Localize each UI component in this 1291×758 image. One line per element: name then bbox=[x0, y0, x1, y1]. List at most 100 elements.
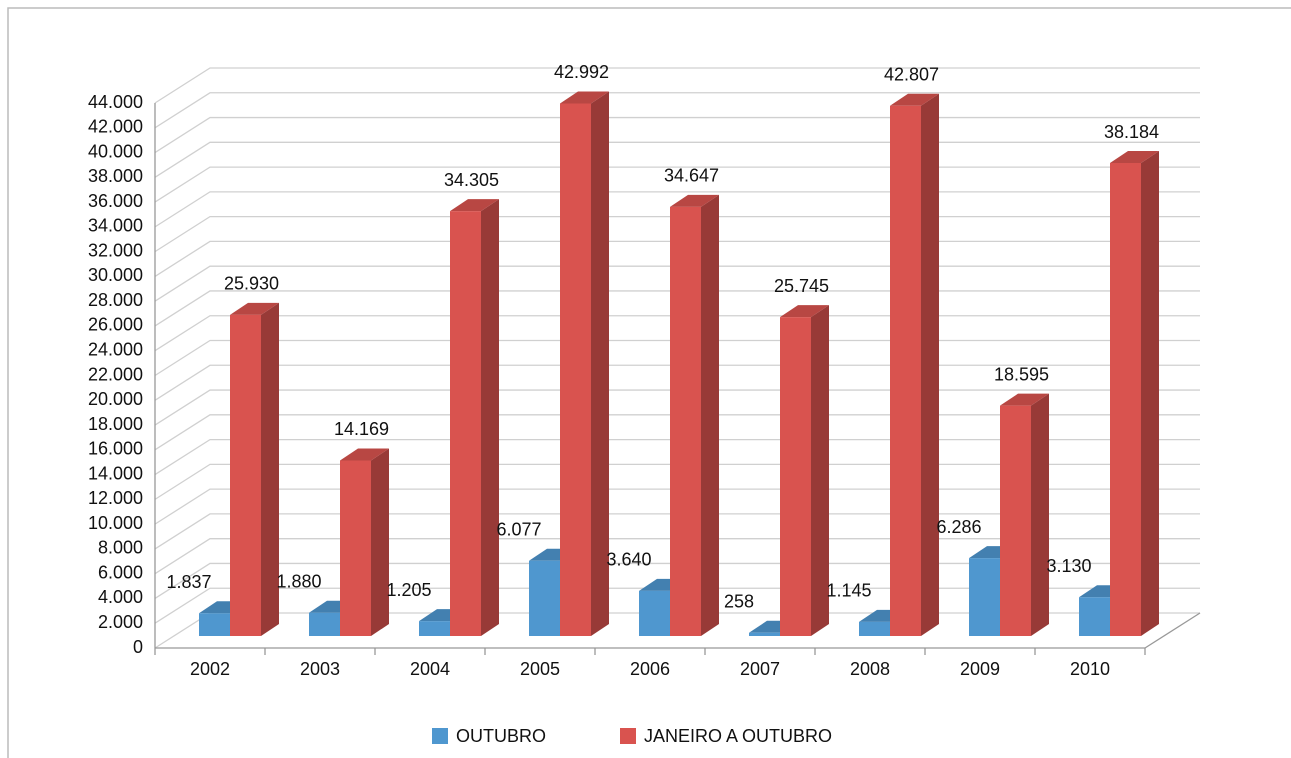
bar bbox=[560, 91, 609, 636]
x-tick-label: 2007 bbox=[740, 659, 780, 679]
value-label: 14.169 bbox=[334, 419, 389, 439]
legend-swatch bbox=[432, 728, 448, 744]
value-label: 3.640 bbox=[606, 550, 651, 570]
value-label: 1.880 bbox=[276, 571, 321, 591]
value-label: 3.130 bbox=[1046, 556, 1091, 576]
y-tick-label: 42.000 bbox=[88, 117, 143, 137]
value-label: 6.077 bbox=[496, 519, 541, 539]
bar-front bbox=[450, 211, 481, 636]
x-tick-label: 2003 bbox=[300, 659, 340, 679]
bar-front bbox=[639, 590, 670, 636]
y-tick-label: 26.000 bbox=[88, 315, 143, 335]
value-label: 34.647 bbox=[664, 166, 719, 186]
grid-line bbox=[154, 166, 1200, 203]
value-label: 6.286 bbox=[936, 517, 981, 537]
y-tick-label: 36.000 bbox=[88, 191, 143, 211]
grid-line bbox=[154, 116, 1200, 154]
y-tick-label: 24.000 bbox=[88, 339, 143, 359]
y-tick-label: 12.000 bbox=[88, 488, 143, 508]
y-tick-label: 20.000 bbox=[88, 389, 143, 409]
y-tick-label: 10.000 bbox=[88, 513, 143, 533]
value-label: 1.837 bbox=[166, 572, 211, 592]
grid-line bbox=[154, 488, 1200, 525]
value-label: 1.145 bbox=[826, 581, 871, 601]
bar bbox=[780, 305, 829, 636]
bar-side bbox=[701, 194, 719, 636]
value-label: 42.992 bbox=[554, 62, 609, 82]
y-tick-label: 8.000 bbox=[98, 538, 143, 558]
bar-front bbox=[780, 317, 811, 636]
x-tick-label: 2010 bbox=[1070, 659, 1110, 679]
value-label: 25.745 bbox=[774, 276, 829, 296]
grid-line bbox=[154, 315, 1200, 352]
x-tick-label: 2006 bbox=[630, 659, 670, 679]
grid-line bbox=[154, 414, 1200, 451]
value-label: 18.595 bbox=[994, 364, 1049, 384]
value-label: 34.305 bbox=[444, 170, 499, 190]
bar-front bbox=[969, 558, 1000, 636]
y-tick-label: 22.000 bbox=[88, 364, 143, 384]
bar-front bbox=[1110, 163, 1141, 636]
y-tick-label: 2.000 bbox=[98, 612, 143, 632]
bar-side bbox=[1141, 151, 1159, 636]
bar-side bbox=[261, 302, 279, 636]
frame bbox=[7, 7, 1291, 758]
bar-front bbox=[560, 103, 591, 636]
x-tick-label: 2008 bbox=[850, 659, 890, 679]
bar-side bbox=[371, 448, 389, 636]
bar-front bbox=[309, 612, 340, 636]
value-label: 38.184 bbox=[1104, 122, 1159, 142]
grid-line bbox=[154, 67, 1200, 104]
value-label: 42.807 bbox=[884, 65, 939, 85]
bar bbox=[670, 194, 719, 636]
y-tick-label: 34.000 bbox=[88, 216, 143, 236]
bar bbox=[450, 199, 499, 636]
bar-front bbox=[859, 621, 890, 636]
bar-front bbox=[890, 105, 921, 637]
bar-front bbox=[1079, 597, 1110, 636]
legend-swatch bbox=[620, 728, 636, 744]
y-tick-label: 32.000 bbox=[88, 240, 143, 260]
bar-front bbox=[529, 560, 560, 636]
grid-line bbox=[154, 191, 1200, 228]
y-tick-label: 4.000 bbox=[98, 587, 143, 607]
bar-front bbox=[199, 613, 230, 636]
bar bbox=[230, 302, 279, 636]
bar-side bbox=[591, 91, 609, 636]
value-label: 1.205 bbox=[386, 580, 431, 600]
y-tick-label: 40.000 bbox=[88, 141, 143, 161]
bar-side bbox=[921, 93, 939, 637]
bar-front bbox=[1000, 405, 1031, 636]
grid-line bbox=[154, 290, 1200, 327]
grid-line bbox=[154, 215, 1200, 253]
bar bbox=[1000, 393, 1049, 636]
bar-top bbox=[560, 91, 609, 104]
y-tick-label: 0 bbox=[133, 637, 143, 657]
grid-line bbox=[154, 92, 1200, 129]
grid-line bbox=[154, 389, 1200, 426]
grid-line bbox=[154, 538, 1200, 575]
y-tick-label: 28.000 bbox=[88, 290, 143, 310]
bar bbox=[890, 93, 939, 637]
bar-side bbox=[811, 305, 829, 636]
grid-line bbox=[154, 438, 1200, 476]
grid-line bbox=[154, 240, 1200, 277]
grid-line bbox=[154, 562, 1200, 600]
grid-line bbox=[154, 265, 1200, 302]
bar-top bbox=[670, 194, 719, 207]
y-tick-label: 18.000 bbox=[88, 414, 143, 434]
bar-front bbox=[340, 460, 371, 636]
value-label: 258 bbox=[724, 592, 754, 612]
bar-front bbox=[749, 632, 780, 636]
grid-line bbox=[154, 141, 1200, 178]
bar bbox=[1110, 151, 1159, 636]
bar-top bbox=[890, 93, 939, 106]
bar-side bbox=[481, 199, 499, 636]
legend-label: OUTUBRO bbox=[456, 726, 546, 746]
y-tick-label: 16.000 bbox=[88, 439, 143, 459]
x-tick-label: 2009 bbox=[960, 659, 1000, 679]
bar-top bbox=[340, 448, 389, 461]
bar-front bbox=[419, 621, 450, 636]
bar-front bbox=[230, 314, 261, 636]
